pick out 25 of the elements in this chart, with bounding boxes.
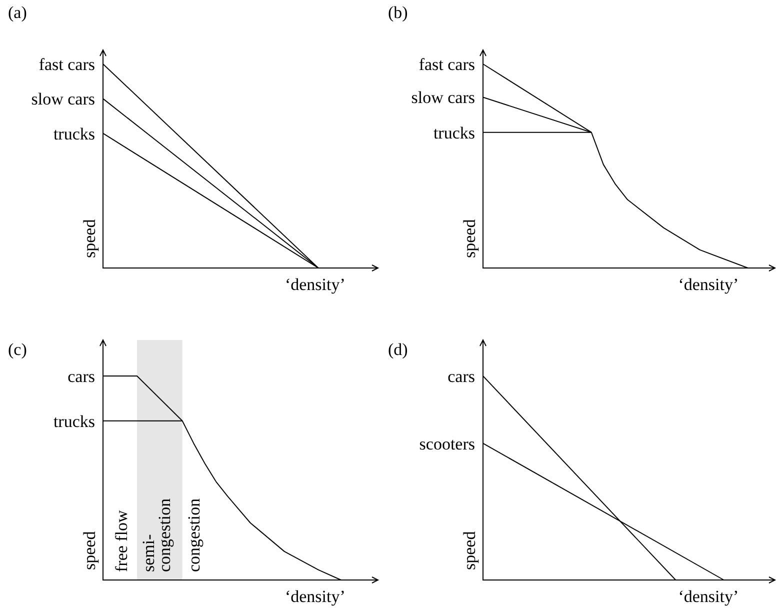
series-label: slow cars bbox=[411, 88, 475, 108]
chart-title: (d) bbox=[388, 340, 408, 359]
series-label: scooters bbox=[419, 434, 475, 454]
annotation: free flow bbox=[112, 509, 131, 572]
chart-title: (a) bbox=[8, 3, 27, 22]
annotation: congestion bbox=[184, 498, 204, 572]
chart-title: (b) bbox=[388, 3, 408, 22]
series-label: slow cars bbox=[31, 90, 95, 109]
chart-title: (c) bbox=[8, 340, 27, 359]
x-axis-title: ‘density’ bbox=[284, 587, 346, 606]
y-axis-title: speed bbox=[80, 218, 99, 258]
legend-label: fast cars bbox=[418, 54, 475, 74]
y-axis-title: speed bbox=[80, 530, 99, 570]
y-axis-title: speed bbox=[460, 530, 479, 570]
series-label: trucks bbox=[53, 412, 95, 431]
x-axis-title: ‘density’ bbox=[284, 275, 346, 294]
series-label: trucks bbox=[53, 124, 95, 144]
x-axis-title: ‘density’ bbox=[678, 587, 739, 606]
series-label: cars bbox=[68, 366, 95, 386]
series-label: cars bbox=[448, 366, 475, 386]
legend-label: fast cars bbox=[38, 54, 95, 74]
annotation: semi-congestion bbox=[139, 498, 174, 572]
y-axis-title: speed bbox=[460, 218, 479, 258]
series-label: trucks bbox=[433, 123, 475, 142]
x-axis-title: ‘density’ bbox=[678, 275, 739, 294]
